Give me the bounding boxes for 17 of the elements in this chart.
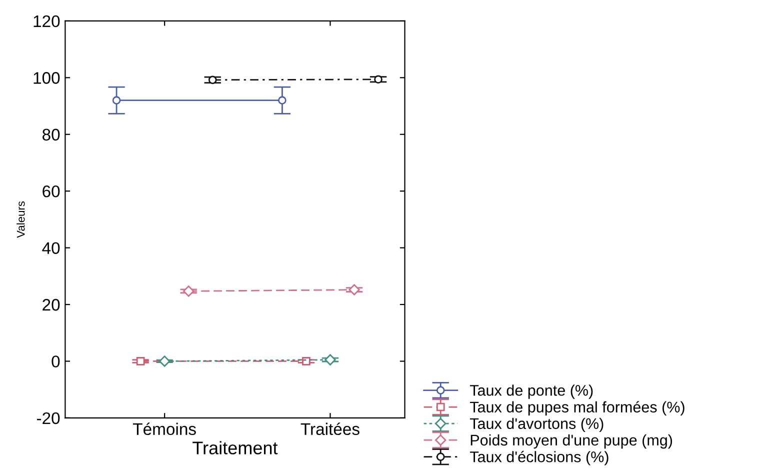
y-tick-label: 80	[42, 128, 60, 141]
y-tick-label: 100	[34, 72, 60, 84]
y-axis-title: Valeurs	[16, 201, 25, 238]
y-tick-label: 120	[34, 15, 60, 28]
y-tick-label: 20	[42, 298, 60, 311]
y-tick-label: 0	[52, 356, 60, 368]
legend-label: Poids moyen d'une pupe (mg)	[470, 434, 672, 449]
y-tick-label: -20	[36, 412, 60, 424]
legend-label: Taux de ponte (%)	[470, 384, 593, 399]
legend-label: Taux d'éclosions (%)	[470, 450, 608, 466]
x-axis-title: Traitement	[192, 441, 278, 454]
y-tick-label: 40	[42, 242, 60, 254]
legend-label: Taux de pupes mal formées (%)	[470, 401, 684, 416]
x-tick-label: Témoins	[133, 422, 196, 436]
legend-label: Taux d'avortons (%)	[470, 418, 604, 432]
y-tick-label: 60	[42, 185, 60, 198]
x-tick-label: Traitées	[300, 422, 360, 436]
